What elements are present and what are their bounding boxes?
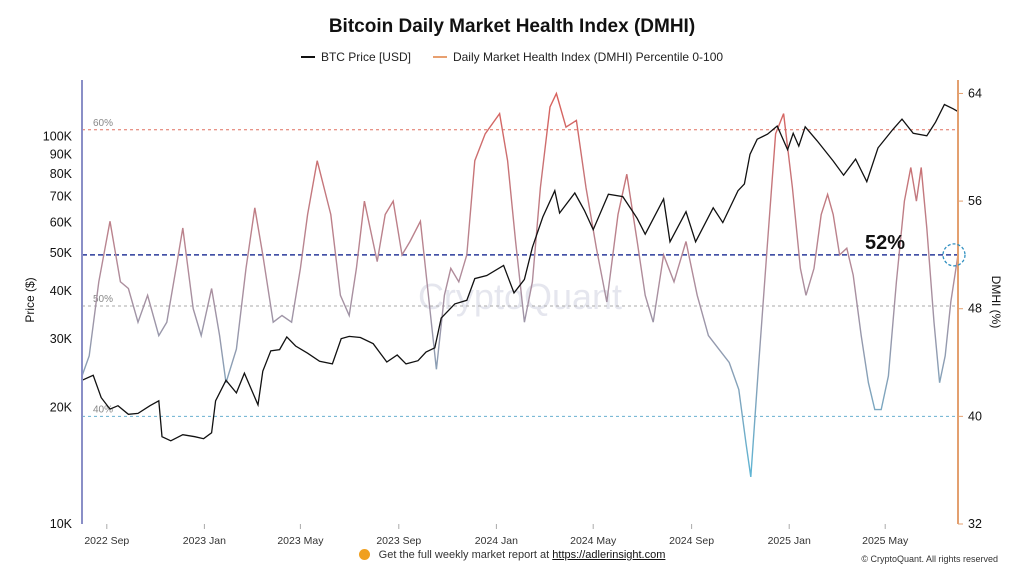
legend-label-btc: BTC Price [USD] <box>320 50 411 64</box>
x-tick-label: 2023 Jan <box>183 535 226 547</box>
chart-legend: BTC Price [USD] Daily Market Health Inde… <box>0 50 1024 64</box>
y-left-tick-label: 90K <box>50 147 73 161</box>
y-left-tick-label: 10K <box>50 517 73 531</box>
footer: Get the full weekly market report at htt… <box>0 549 1024 561</box>
reference-line-label: 60% <box>93 118 113 129</box>
y-axis-right-label: DMHI (%) <box>989 276 1003 329</box>
y-left-tick-label: 50K <box>50 246 73 260</box>
y-right-tick-label: 64 <box>968 86 982 100</box>
legend-swatch-dmhi <box>432 56 447 58</box>
y-left-tick-label: 40K <box>50 284 73 298</box>
footer-text: Get the full weekly market report at <box>378 549 550 561</box>
chart-title: Bitcoin Daily Market Health Index (DMHI) <box>328 16 696 37</box>
current-dmhi-label: 52% <box>865 232 905 254</box>
y-right-tick-label: 40 <box>968 409 982 423</box>
y-left-tick-label: 100K <box>43 130 73 144</box>
legend-label-dmhi: Daily Market Health Index (DMHI) Percent… <box>452 50 724 64</box>
y-right-tick-label: 32 <box>968 517 982 531</box>
reference-line-label: 50% <box>93 294 113 305</box>
x-tick-label: 2023 Sep <box>376 535 421 547</box>
copyright: © CryptoQuant. All rights reserved <box>861 554 998 564</box>
x-tick-label: 2024 May <box>570 535 617 547</box>
y-left-tick-label: 60K <box>50 216 73 230</box>
reference-line-label: 40% <box>93 404 113 415</box>
legend-item-btc[interactable]: BTC Price [USD] <box>300 50 411 64</box>
y-axis-left-label: Price ($) <box>23 277 37 322</box>
legend-swatch-btc <box>300 56 315 58</box>
x-tick-label: 2025 Jan <box>768 535 811 547</box>
x-tick-label: 2025 May <box>862 535 909 547</box>
y-right-tick-label: 48 <box>968 302 982 316</box>
legend-item-dmhi[interactable]: Daily Market Health Index (DMHI) Percent… <box>432 50 724 64</box>
x-tick-label: 2022 Sep <box>84 535 129 547</box>
y-left-tick-label: 30K <box>50 332 73 346</box>
current-dmhi-marker <box>942 243 966 267</box>
x-tick-label: 2024 Sep <box>669 535 714 547</box>
x-tick-label: 2024 Jan <box>475 535 518 547</box>
btc-price-series-line <box>81 103 959 442</box>
y-left-tick-label: 70K <box>50 190 73 204</box>
x-tick-label: 2023 May <box>277 535 324 547</box>
y-left-tick-label: 80K <box>50 167 73 181</box>
bitcoin-coin-icon <box>358 549 370 560</box>
y-left-tick-label: 20K <box>50 400 73 414</box>
y-right-tick-label: 56 <box>968 194 982 208</box>
dmhi-series-line <box>81 91 959 477</box>
footer-link[interactable]: https://adlerinsight.com <box>552 549 666 561</box>
